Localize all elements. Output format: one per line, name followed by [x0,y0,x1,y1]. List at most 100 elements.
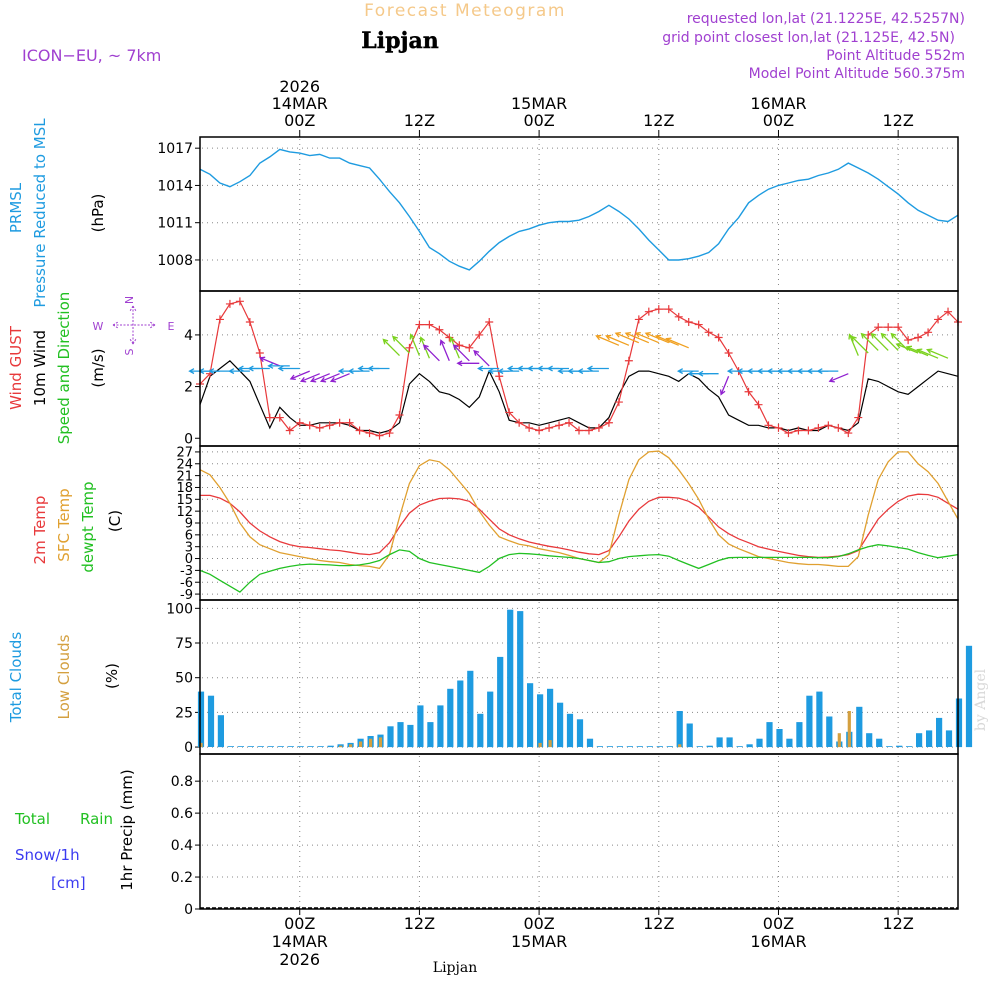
gust-marker [355,426,364,435]
gust-marker [664,305,673,314]
header-location: Lipjan [361,28,438,54]
low-cloud-bar [678,744,682,748]
gust-marker [624,356,633,365]
panel-frame [199,753,959,910]
wind-arrow [382,338,400,357]
y-tick-label: 0.2 [171,870,193,886]
gust-marker [325,421,334,430]
gust-marker [644,307,653,316]
gust-marker [275,413,284,422]
y-tick-label: 12 [176,505,193,520]
wind-arrow [258,356,281,367]
wind-arrow [367,365,390,372]
pressure-line [199,148,959,271]
low-cloud-bar [538,742,542,748]
gust-marker [435,325,444,334]
total-cloud-bar [736,746,743,747]
header-requested: requested lon,lat (21.1225E, 42.5257N) [687,11,965,27]
gust-marker [684,318,693,326]
bottom-hour-label: 12Z [882,914,913,933]
y-tick-label: 27 [176,446,193,461]
bottom-hour-label: 12Z [404,914,435,933]
gust-marker [604,418,613,427]
total-cloud-bar [616,746,623,747]
total-cloud-bar [247,746,254,747]
total-cloud-bar [786,738,793,747]
wind-arrow [624,331,650,344]
header-title: Forecast Meteogram [364,1,566,21]
gust-marker [694,320,703,329]
gust-marker [255,349,264,357]
wind-arrows [188,331,949,396]
gust-marker [265,413,274,422]
x-ticks [299,130,899,915]
y-tick-label: -6 [180,576,193,591]
wind-arrow [247,365,270,372]
wind-arrow [299,373,320,383]
header-model: ICON−EU, ~ 7km [22,46,161,65]
panel-grid-temperature [202,448,956,598]
low-cloud-bar [548,740,552,747]
total-cloud-bar [906,746,913,747]
bottom-date-label: 16MAR [750,932,806,951]
y-tick-label: 3 [185,540,193,555]
total-cloud-bar [457,680,464,748]
total-cloud-bar [636,746,643,747]
y-tick-label: 2 [184,380,193,396]
y-axis-wind: 0 2 4 [184,328,200,447]
top-hour-label: 12Z [882,111,913,130]
total-cloud-bar [427,722,434,748]
wind-arrow [665,337,689,349]
watermark: by Angel [973,668,989,731]
top-date-label: 14MAR [272,94,328,113]
wind-unit: (m/s) [89,348,107,387]
precip-cm-label: [cm] [51,874,86,892]
y-tick-label: 15 [176,493,193,508]
total-cloud-bar [417,705,424,747]
y-axis-clouds: 0 25 50 75 100 [166,601,200,756]
total-cloud-bar [926,730,933,747]
total-cloud-bar [766,722,773,748]
y-tick-label: -3 [180,564,193,579]
total-cloud-bar [756,738,763,747]
gust-marker [515,418,524,427]
top-date-label: 16MAR [750,94,806,113]
precip-unit: 1hr Precip (mm) [118,769,136,890]
total-cloud-bar [576,719,584,747]
total-cloud-bar [566,713,574,748]
total-cloud-bar [327,745,334,748]
total-cloud-bar [557,702,564,748]
precip-rain-label: Rain [80,810,113,828]
top-year-label: 2026 [279,77,320,96]
y-tick-label: 0.6 [171,806,193,822]
gust-marker [654,305,663,314]
wind-arrow [208,368,230,375]
gust-marker [914,333,923,342]
gust-marker [774,423,783,432]
low-cloud-bar [339,745,343,748]
gust-marker [555,421,564,430]
wind-arrow [497,368,520,375]
gust-marker [894,323,903,332]
gust-marker [784,429,793,438]
y-tick-label: 0 [184,902,193,918]
total-cloud-bar [407,724,414,748]
gust-marker [744,387,753,396]
panel-grid-wind [202,293,956,444]
wind-arrow [595,334,620,346]
wind-arrow [473,349,490,367]
gust-marker [575,426,583,435]
wind-arrow [634,331,660,344]
y-tick-label: 0.8 [171,774,193,790]
wind-arrow [828,373,849,383]
top-date-label: 15MAR [511,94,567,113]
total-cloud-bar [307,746,314,747]
total-cloud-bar [217,715,224,748]
panel-grid-precip [202,756,956,907]
total-cloud-bar [467,670,474,748]
y-tick-label: 0 [184,431,193,447]
low-cloud-bar [378,737,383,748]
pressure-label-prmsl: PRMSL [7,182,25,233]
gust-marker [365,429,374,438]
